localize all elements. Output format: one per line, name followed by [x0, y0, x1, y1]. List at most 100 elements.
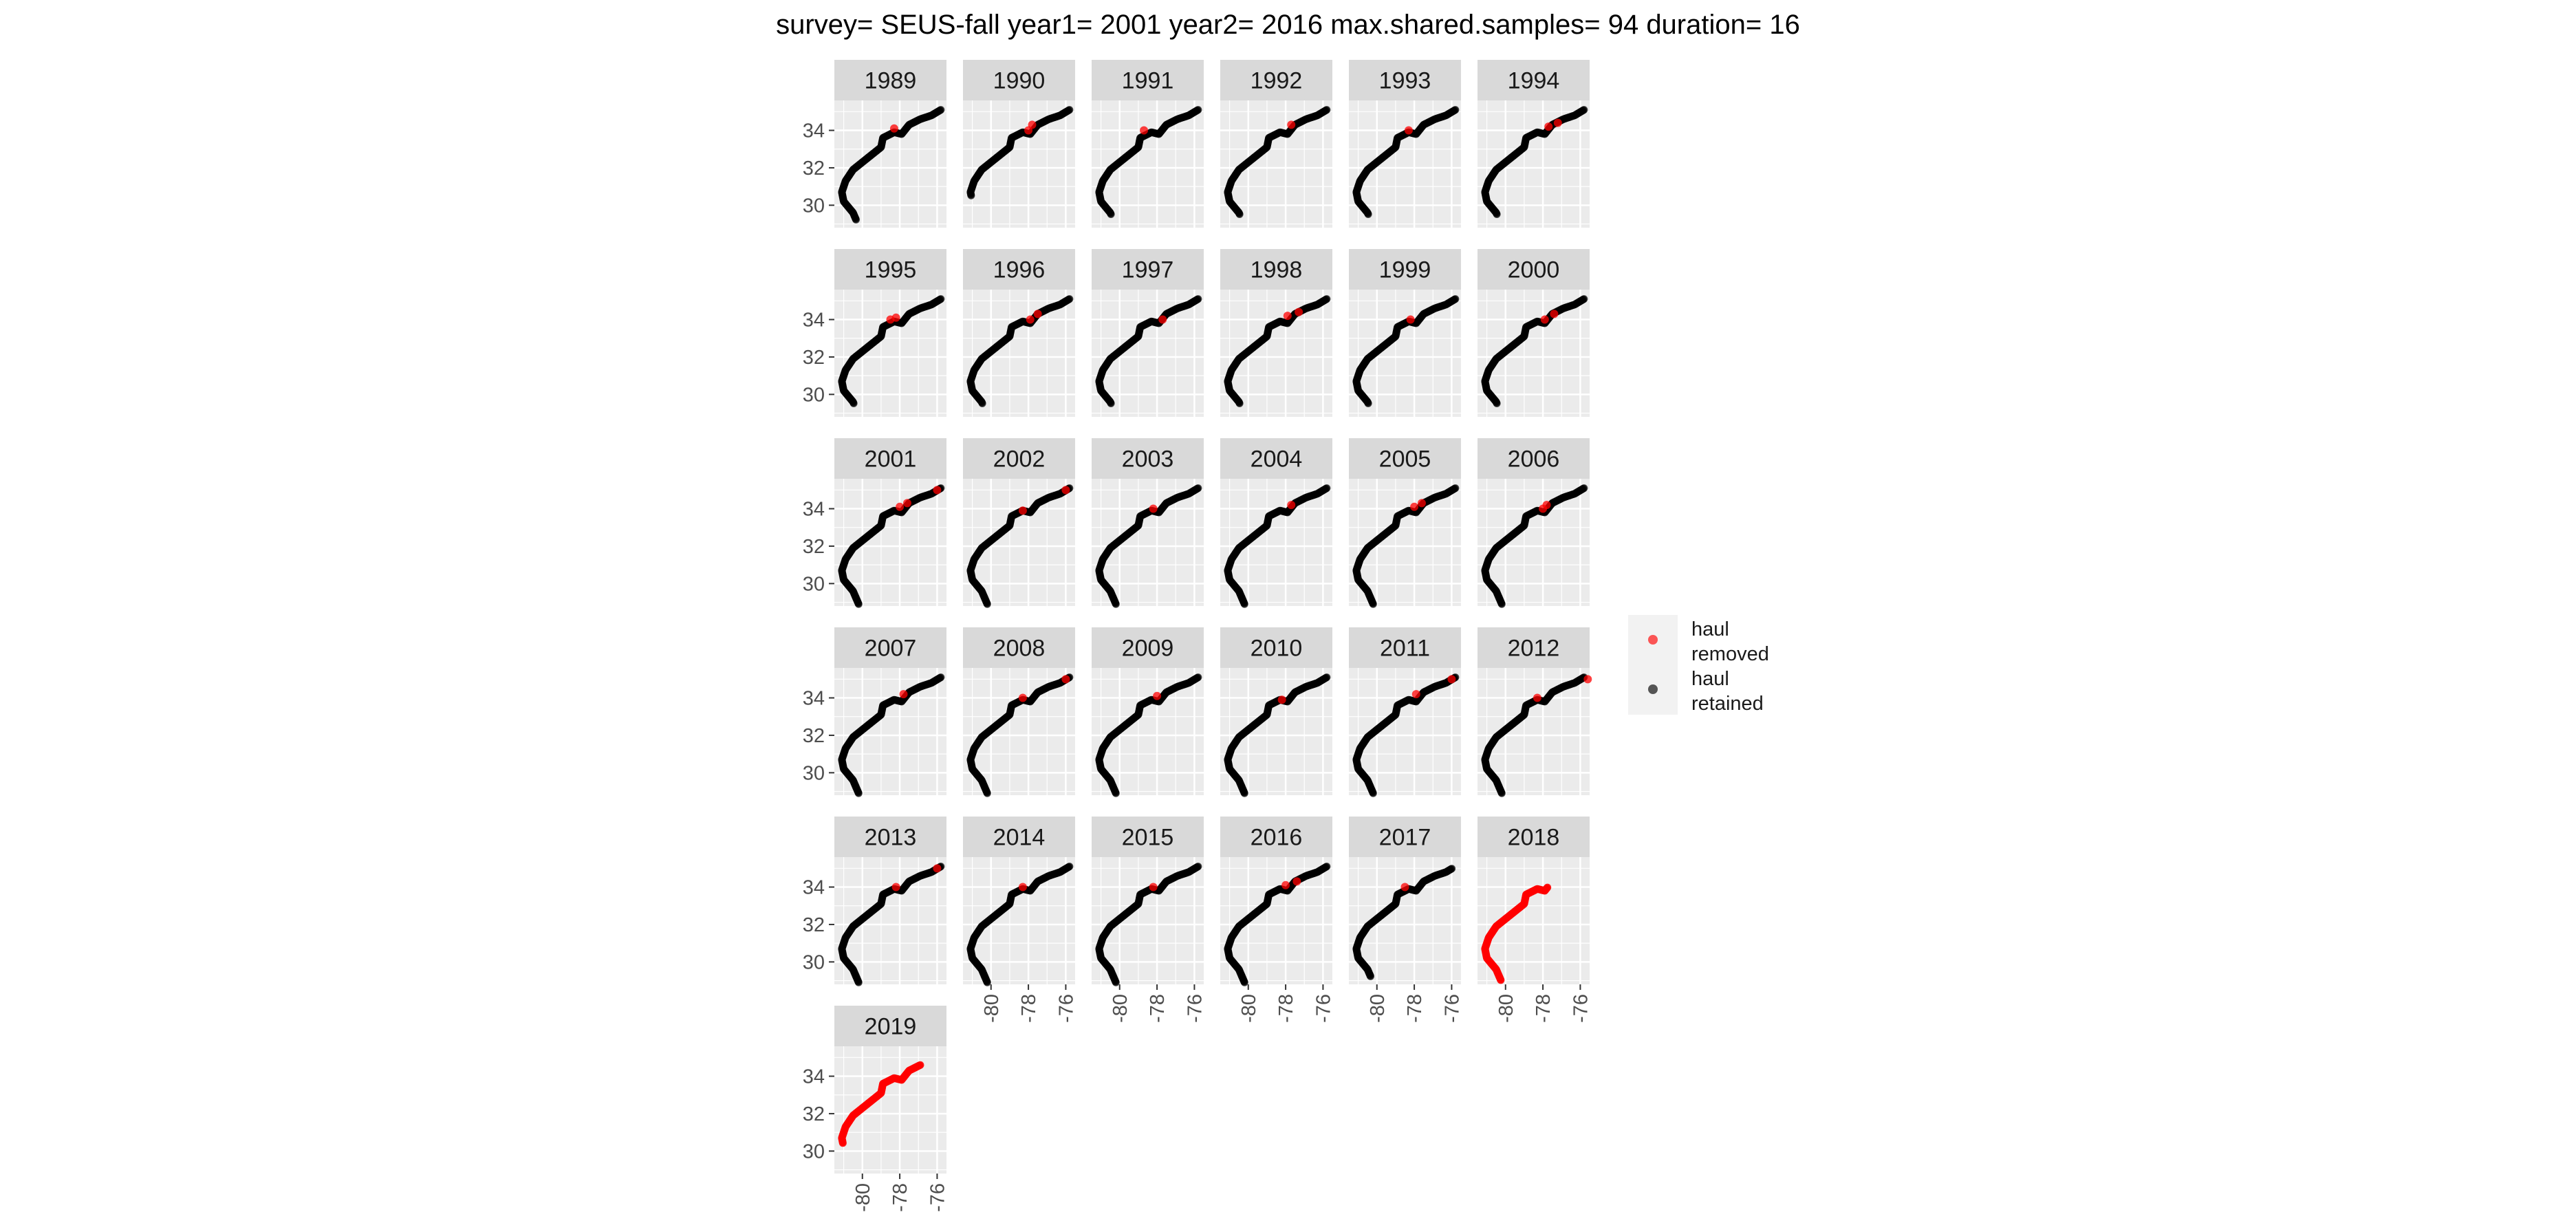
facet-panel-1991: 1991: [1092, 60, 1204, 228]
gridlines: [1092, 479, 1204, 606]
facet-strip-label: 2003: [1122, 446, 1174, 473]
facet-strip-label: 2007: [865, 636, 917, 662]
facet-strip: [963, 438, 1075, 479]
panel-background: [834, 479, 946, 606]
haul-retained-point: [1451, 106, 1460, 114]
gridlines: [1349, 100, 1461, 228]
haul-removed-point: [1553, 118, 1562, 127]
panel-background: [1220, 479, 1332, 606]
haul-retained-point: [1451, 484, 1460, 493]
facet-panel-2011: 2011: [1349, 627, 1461, 797]
facet-strip: [1092, 249, 1204, 290]
points-1998: [1224, 295, 1331, 407]
facet-strip-label: 2010: [1251, 636, 1303, 662]
facet-strip: [834, 438, 946, 479]
facet-panel-2010: 2010: [1220, 627, 1332, 797]
panel-background: [1092, 100, 1204, 228]
haul-removed-point: [1018, 693, 1027, 702]
y-tick-label: 30: [803, 384, 825, 406]
facet-strip-label: 1994: [1508, 68, 1560, 94]
haul-retained-point: [1194, 484, 1202, 493]
points-1996: [966, 295, 1074, 407]
points-1990: [966, 106, 1074, 199]
facet-strip-label: 1995: [865, 257, 917, 283]
haul-removed-point: [1140, 126, 1149, 135]
haul-retained-point: [1580, 106, 1588, 114]
haul-retained-point: [1580, 295, 1588, 303]
haul-removed-point: [1404, 126, 1413, 135]
y-tick-label: 34: [803, 310, 825, 332]
haul-removed-point: [933, 486, 942, 495]
facet-panel-1992: 1992: [1220, 60, 1332, 228]
gridlines: [834, 100, 946, 228]
panel-background: [1349, 290, 1461, 417]
haul-removed-point: [1406, 315, 1415, 324]
facet-strip: [1478, 60, 1590, 100]
facet-strip: [1349, 249, 1461, 290]
haul-removed-point: [1542, 501, 1551, 510]
gridlines: [1220, 100, 1332, 228]
y-tick-label: 34: [803, 499, 825, 521]
panel-background: [1092, 290, 1204, 417]
facet-strip: [834, 249, 946, 290]
facet-strip: [1478, 438, 1590, 479]
facet-panel-1996: 1996: [963, 249, 1075, 417]
haul-retained-point: [1323, 106, 1331, 114]
y-tick-label: 32: [803, 536, 825, 558]
haul-removed-point: [1283, 312, 1292, 321]
facet-panel-2006: 2006: [1478, 438, 1590, 608]
facet-strip-label: 2006: [1508, 446, 1560, 473]
facet-strip: [963, 60, 1075, 100]
haul-removed-point: [889, 124, 898, 133]
panel-background: [1092, 479, 1204, 606]
gridlines: [1220, 290, 1332, 417]
y-tick-label: 32: [803, 347, 825, 369]
haul-retained-point: [1065, 295, 1074, 303]
panel-background: [963, 100, 1075, 228]
points-2007: [838, 673, 945, 797]
haul-removed-point: [1061, 486, 1070, 495]
facet-strip-label: 1989: [865, 68, 917, 94]
facet-strip-label: 2002: [993, 446, 1046, 473]
points-2000: [1481, 295, 1588, 407]
y-tick-label: 30: [803, 195, 825, 217]
points-2005: [1352, 484, 1460, 608]
haul-retained-point: [937, 673, 945, 682]
haul-removed-point: [1153, 691, 1162, 700]
facet-panel-2005: 2005: [1349, 438, 1461, 608]
panel-background: [834, 290, 946, 417]
haul-retained-point: [937, 295, 945, 303]
facet-strip: [1092, 438, 1204, 479]
points-2001: [838, 484, 945, 608]
panel-background: [1478, 479, 1590, 606]
points-2004: [1224, 484, 1331, 608]
panel-background: [1349, 100, 1461, 228]
haul-retained-point: [1323, 295, 1331, 303]
panel-background: [1478, 100, 1590, 228]
panel-background: [1220, 100, 1332, 228]
facet-strip-label: 2000: [1508, 257, 1560, 283]
haul-retained-point: [1323, 484, 1331, 493]
facet-strip: [963, 249, 1075, 290]
gridlines: [1478, 100, 1590, 228]
facet-strip: [1349, 438, 1461, 479]
facet-panel-2003: 2003: [1092, 438, 1204, 608]
points-1997: [1095, 295, 1202, 407]
chart-title: survey= SEUS-fall year1= 2001 year2= 201…: [776, 10, 1800, 40]
facet-strip-label: 1996: [993, 257, 1046, 283]
panel-background: [834, 668, 946, 795]
facet-strip-label: 2008: [993, 636, 1046, 662]
facet-strip: [1220, 249, 1332, 290]
points-1991: [1095, 106, 1202, 218]
haul-removed-point: [896, 502, 905, 511]
facet-strip-label: 2001: [865, 446, 917, 473]
haul-removed-point: [891, 313, 900, 322]
facet-strip: [1220, 438, 1332, 479]
facet-strip-label: 1998: [1251, 257, 1303, 283]
haul-removed-point: [1287, 501, 1296, 510]
facet-strip-label: 1997: [1122, 257, 1174, 283]
facet-strip: [834, 60, 946, 100]
facet-panel-1997: 1997: [1092, 249, 1204, 417]
haul-removed-point: [1417, 499, 1426, 508]
